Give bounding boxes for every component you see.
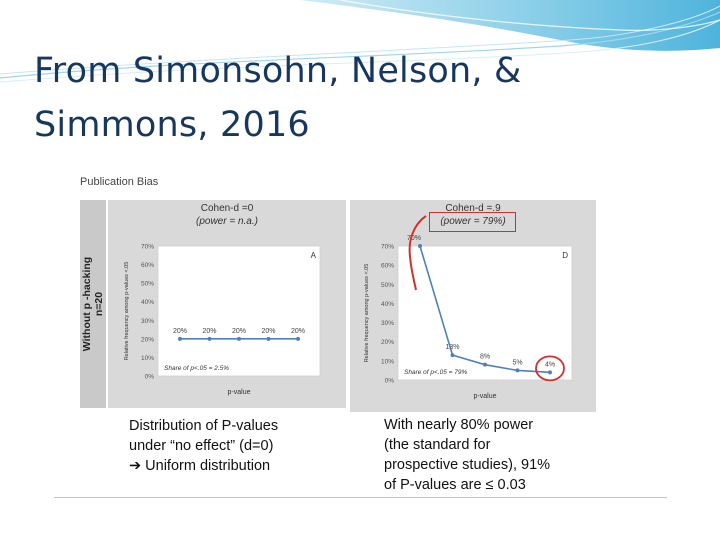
panel-d-y-tick-label: 50%	[381, 282, 394, 289]
panel-d-panel-letter: D	[562, 251, 568, 260]
panel-d-data-point	[450, 353, 455, 358]
panel-d-data-label: 8%	[480, 354, 490, 361]
panel-a-data-point	[296, 336, 300, 341]
panel-a-y-axis-label: Relative frequency among p-values <.05	[124, 262, 130, 361]
caption-right-line3: prospective studies), 91%	[384, 457, 551, 473]
panel-d-title: Cohen-d =.9	[445, 203, 501, 214]
red-bracket-annotation	[408, 215, 427, 291]
panel-a-heading: Cohen-d =0 (power = n.a.)	[108, 202, 346, 228]
row-label: Without p -hacking n=20	[81, 257, 105, 351]
panel-a-data-point	[237, 336, 241, 341]
panel-d-subtitle: (power = 79%)	[440, 216, 506, 227]
panel-d-data-point	[483, 362, 487, 367]
panel-a-data-point	[178, 336, 182, 341]
header-swoosh-decoration	[0, 0, 720, 83]
caption-right: With nearly 80% power (the standard for …	[384, 415, 550, 495]
panel-d-y-tick-label: 70%	[381, 244, 394, 251]
panel-a-share-annotation: Share of p<.05 = 2.5%	[164, 365, 229, 372]
panel-a-y-tick-label: 40%	[141, 299, 154, 306]
panel-d-y-tick-label: 0%	[385, 378, 395, 385]
panel-a-y-tick-label: 70%	[141, 244, 154, 251]
caption-right-line4: of P-values are ≤ 0.03	[384, 477, 526, 493]
panel-a-y-tick-label: 0%	[145, 374, 155, 381]
panel-d-data-label: 5%	[512, 359, 522, 366]
panel-d-data-label: 13%	[445, 344, 459, 351]
panel-a-data-label: 20%	[173, 328, 187, 335]
panel-d-y-tick-label: 20%	[381, 339, 394, 346]
panel-a-data-label: 20%	[261, 328, 275, 335]
panel-d-y-tick-label: 60%	[381, 263, 394, 270]
panel-d-y-tick-label: 10%	[381, 358, 394, 365]
panel-d-highlight-circle	[535, 355, 565, 382]
panel-a-y-tick-label: 20%	[141, 336, 154, 343]
panel-a-plot-area	[157, 245, 321, 377]
caption-left-line1: Distribution of P-values	[129, 418, 279, 434]
row-label-line2: n=20	[93, 291, 105, 317]
panel-d-data-label: 70%	[407, 235, 421, 242]
figure-heading: Publication Bias	[80, 176, 159, 188]
panel-a-data-label: 20%	[291, 328, 305, 335]
panel-a-chart: 0% 10% 20% 30% 40% 50% 60% 70% 20% 20% 20% 20% 20% A S…	[124, 244, 321, 396]
panel-a-y-tick-label: 60%	[141, 262, 154, 269]
panel-a-title: Cohen-d =0	[200, 203, 254, 214]
panel-a-data-label: 20%	[232, 328, 246, 335]
row-label-line1: Without p -hacking	[81, 256, 93, 352]
panel-d-y-tick-label: 30%	[381, 320, 394, 327]
row-label-band	[80, 200, 106, 408]
slide-title: From Simonsohn, Nelson, & Simmons, 2016	[34, 51, 522, 145]
panel-a-y-tick-label: 50%	[141, 281, 154, 288]
panel-d-chart: 0% 10% 20% 30% 40% 50% 60% 70% 70% 13% 8% 5% 4% D Shar…	[364, 235, 573, 400]
panel-d-data-label: 4%	[545, 361, 555, 368]
panel-d-data-point	[548, 370, 552, 375]
caption-left: Distribution of P-values under “no effec…	[129, 416, 278, 476]
panel-d-share-annotation: Share of p<.05 = 79%	[404, 369, 467, 376]
panel-d-y-axis-label: Relative frequency among p-values <.05	[364, 264, 370, 363]
panel-a-data-label: 20%	[202, 328, 216, 335]
caption-right-line1: With nearly 80% power	[384, 417, 534, 433]
panel-a-data-point	[266, 336, 271, 341]
panel-a-panel-letter: A	[311, 251, 317, 260]
panel-a-subtitle: (power = n.a.)	[196, 216, 258, 227]
panel-a-y-tick-label: 30%	[141, 318, 154, 325]
panel-d-x-axis-label: p-value	[474, 393, 497, 400]
caption-left-line3: ➔ Uniform distribution	[129, 458, 271, 474]
bottom-rule	[54, 497, 667, 498]
panel-d-data-point	[418, 244, 422, 248]
panel-a-data-point	[207, 336, 212, 341]
caption-right-line2: (the standard for	[384, 437, 491, 453]
panel-a-y-tick-label: 10%	[141, 355, 154, 362]
panel-d-heading: Cohen-d =.9 (power = 79%)	[350, 202, 596, 228]
panel-d-data-point	[515, 368, 520, 373]
caption-left-line2: under “no effect” (d=0)	[129, 438, 274, 454]
panel-a-x-axis-label: p-value	[228, 389, 251, 396]
panel-d-y-tick-label: 40%	[381, 301, 394, 308]
power-highlight-box	[429, 212, 516, 232]
